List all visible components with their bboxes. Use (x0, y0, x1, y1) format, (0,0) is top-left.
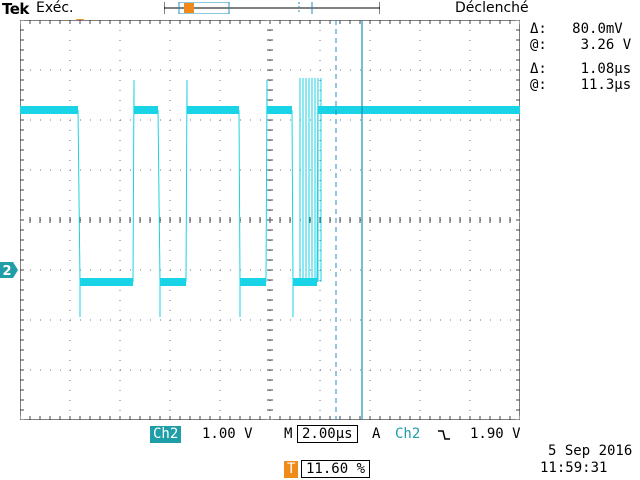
falling-edge-icon (438, 430, 450, 440)
cursor-voltage-at: @: 3.26 V (530, 37, 632, 53)
channel-2-badge[interactable]: Ch2 (150, 426, 182, 443)
volts-per-div[interactable]: 1.00 V (202, 426, 253, 442)
timebase-prefix: M (284, 426, 293, 442)
cursor-voltage-delta: Δ: 80.0mV (530, 21, 623, 37)
graticule (20, 20, 520, 420)
bottom-status: Ch2 1.00 V M 2.00µs A Ch2 1.90 V T 11.60… (0, 424, 640, 480)
cursor-time-delta: Δ: 1.08µs (530, 61, 632, 77)
acquisition-state: Exéc. (36, 0, 74, 16)
date: 5 Sep 2016 (548, 443, 633, 459)
waveform-display (20, 20, 520, 420)
trigger-source[interactable]: Ch2 (395, 426, 421, 442)
status-bar: Tek Exéc. Déclenché (0, 0, 640, 19)
cursor-time-at: @: 11.3µs (530, 77, 632, 93)
timebase-value[interactable]: 2.00µs (297, 425, 358, 443)
cursors (335, 20, 363, 420)
time: 11:59:31 (540, 460, 608, 476)
trigger-level[interactable]: 1.90 V (470, 426, 521, 442)
trigger-status: Déclenché (455, 0, 529, 16)
svg-text:2: 2 (2, 264, 11, 278)
brand-logo: Tek (2, 0, 29, 18)
trigger-position-icon: T (284, 461, 299, 478)
waveform-trace (20, 78, 520, 317)
trigger-mode: A (372, 426, 381, 442)
record-length-bar (164, 2, 380, 14)
channel-2-ground-marker[interactable]: 2 (0, 262, 18, 278)
trigger-position-percent[interactable]: 11.60 % (301, 460, 371, 478)
